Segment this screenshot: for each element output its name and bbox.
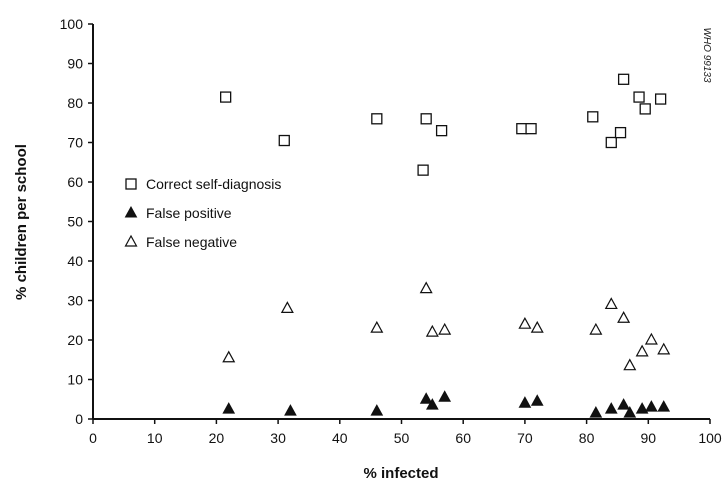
correct-self-diagnosis-point xyxy=(605,136,617,149)
figure-code: WHO 99133 xyxy=(701,27,712,82)
y-tick-label: 80 xyxy=(67,95,83,111)
correct-self-diagnosis-point xyxy=(220,91,232,103)
false-positive-point xyxy=(518,396,532,408)
false-positive-point xyxy=(635,402,649,414)
correct-self-diagnosis-point xyxy=(614,126,627,139)
correct-self-diagnosis-point xyxy=(516,123,528,135)
correct-self-diagnosis-point xyxy=(633,91,645,103)
x-tick-label: 80 xyxy=(579,430,595,446)
x-tick-label: 50 xyxy=(394,430,410,446)
false-negative-point xyxy=(589,322,603,335)
y-tick-label: 60 xyxy=(67,174,83,190)
false-positive-point xyxy=(530,394,544,406)
false-positive-point xyxy=(284,404,297,416)
false-positive-point xyxy=(645,400,658,412)
correct-self-diagnosis-point xyxy=(417,164,429,176)
false-negative-point xyxy=(419,281,433,294)
correct-self-diagnosis-point xyxy=(617,73,630,85)
false-negative-point xyxy=(623,358,637,371)
false-negative-point xyxy=(604,297,618,310)
y-tick-label: 100 xyxy=(60,16,84,32)
false-negative-point xyxy=(657,342,671,355)
y-tick-label: 90 xyxy=(67,56,83,72)
legend-false-negative-marker xyxy=(124,234,138,247)
x-tick-label: 40 xyxy=(332,430,348,446)
legend-correct-self-diagnosis-label: Correct self-diagnosis xyxy=(146,176,281,192)
x-axis-title: % infected xyxy=(363,465,438,482)
axes xyxy=(92,24,710,420)
y-tick-label: 30 xyxy=(67,293,83,309)
legend-correct-self-diagnosis-marker xyxy=(125,178,137,190)
legend: Correct self-diagnosis False positive Fals… xyxy=(124,176,281,250)
correct-self-diagnosis-point xyxy=(371,113,383,125)
false-positive-point xyxy=(604,402,618,414)
false-negative-point xyxy=(370,320,384,333)
tick-labels: 0 10 20 30 40 50 60 70 80 90 100 0 10 20 30 40 50 60 70 80 9… xyxy=(60,16,722,446)
x-tick-label: 90 xyxy=(641,430,657,446)
false-negative-point xyxy=(644,332,658,345)
y-axis-title: % children per school xyxy=(13,144,30,300)
y-tick-label: 40 xyxy=(67,253,83,269)
x-tick-label: 70 xyxy=(517,430,533,446)
correct-self-diagnosis-point xyxy=(587,111,599,123)
false-positive-point xyxy=(617,398,630,410)
x-tick-label: 60 xyxy=(455,430,471,446)
y-tick-label: 70 xyxy=(67,135,83,151)
y-tick-label: 50 xyxy=(67,214,83,230)
x-tick-label: 30 xyxy=(270,430,286,446)
false-negative-point xyxy=(518,316,532,329)
false-positive-point xyxy=(657,400,671,412)
x-tick-label: 0 xyxy=(89,430,97,446)
false-negative-point xyxy=(635,344,649,357)
false-positive-point xyxy=(419,392,433,404)
correct-self-diagnosis-point xyxy=(525,123,537,135)
correct-self-diagnosis-point xyxy=(420,113,432,125)
data-points xyxy=(220,73,671,418)
false-positive-point xyxy=(426,398,439,410)
false-negative-point xyxy=(617,311,631,323)
x-tick-label: 20 xyxy=(209,430,225,446)
y-tick-label: 20 xyxy=(67,332,83,348)
x-tick-label: 10 xyxy=(147,430,163,446)
legend-false-positive-marker xyxy=(124,205,138,218)
false-positive-point xyxy=(589,406,603,418)
correct-self-diagnosis-point xyxy=(435,125,448,137)
x-tick-label: 100 xyxy=(698,430,722,446)
y-tick-label: 0 xyxy=(75,411,83,427)
false-positive-point xyxy=(222,402,236,414)
correct-self-diagnosis-point xyxy=(639,103,651,115)
y-tick-label: 10 xyxy=(67,372,83,388)
legend-false-negative-label: False negative xyxy=(146,234,237,250)
false-negative-point xyxy=(425,324,439,337)
false-negative-point xyxy=(280,301,294,313)
correct-self-diagnosis-point xyxy=(654,93,667,105)
false-positive-point xyxy=(438,390,452,402)
false-positive-point xyxy=(370,404,384,416)
false-positive-point xyxy=(623,406,637,418)
false-negative-point xyxy=(530,320,544,333)
correct-self-diagnosis-point xyxy=(278,134,290,147)
false-negative-point xyxy=(222,350,236,363)
false-negative-point xyxy=(438,322,452,335)
legend-false-positive-label: False positive xyxy=(146,205,232,221)
